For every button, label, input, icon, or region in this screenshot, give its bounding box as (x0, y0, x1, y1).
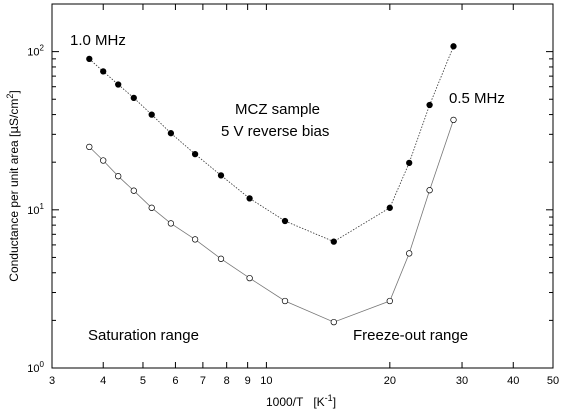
annotation-freeze-out: Freeze-out range (353, 327, 468, 344)
x-axis-label: 1000/T [K-1] (266, 393, 336, 409)
data-point-series-1 (246, 195, 253, 202)
data-point-series-2 (406, 250, 413, 257)
x-axis-label-unit-close: ] (333, 395, 336, 409)
series-lines (89, 46, 454, 323)
annotation-bias: 5 V reverse bias (221, 123, 329, 140)
series-line-1 (89, 46, 454, 243)
data-point-series-1 (217, 172, 225, 179)
x-tick-label: 7 (200, 375, 206, 387)
data-point-series-2 (281, 297, 289, 305)
x-axis-label-quantity: 1000/T (266, 395, 304, 409)
x-tick-label: 20 (384, 375, 396, 387)
data-point-series-2 (130, 187, 137, 194)
data-point-series-2 (386, 297, 393, 305)
x-tick-label: 8 (224, 375, 230, 387)
data-point-series-2 (86, 143, 93, 151)
y-axis-ticks: 100 101 102 (27, 3, 553, 375)
y-axis-label-unit: S/cm (7, 99, 21, 126)
data-point-series-2 (330, 318, 337, 326)
x-tick-label: 6 (172, 375, 178, 387)
data-point-series-1 (330, 238, 337, 245)
y-axis-label-quantity: Conductance per unit area [ (7, 133, 21, 282)
data-point-series-1 (386, 204, 393, 211)
data-point-series-1 (100, 68, 107, 75)
x-axis-ticks: 3 4 5 6 7 8 9 10 20 30 40 50 (49, 4, 559, 387)
y-axis-label-mu: μ (7, 126, 21, 134)
x-tick-label: 9 (245, 375, 251, 387)
x-tick-label: 10 (260, 375, 272, 387)
x-axis-label-unit: [K (313, 395, 324, 409)
y-axis-label-close: ] (7, 90, 21, 93)
plot-frame (51, 3, 554, 369)
y-tick-label: 100 (27, 360, 44, 375)
annotation-sample: MCZ sample (235, 101, 320, 118)
x-tick-label: 5 (140, 375, 146, 387)
data-point-series-1 (281, 217, 289, 225)
x-axis-label-unit-exponent: -1 (325, 393, 333, 403)
annotation-saturation: Saturation range (88, 327, 199, 344)
y-tick-label: 101 (27, 202, 44, 217)
data-point-series-1 (115, 81, 122, 88)
data-point-series-2 (148, 204, 155, 211)
y-tick-label: 102 (27, 44, 44, 59)
data-point-series-2 (115, 173, 122, 180)
data-point-series-2 (191, 236, 199, 243)
series-line-2 (89, 119, 454, 323)
annotation-1mhz: 1.0 MHz (70, 32, 126, 49)
data-point-series-2 (217, 255, 225, 262)
data-point-series-1 (191, 150, 199, 158)
x-tick-label: 40 (507, 375, 519, 387)
x-tick-label: 4 (100, 375, 106, 387)
data-point-series-1 (450, 43, 457, 50)
y-axis-label-exponent: 2 (5, 94, 15, 99)
data-point-series-2 (246, 274, 253, 282)
data-point-series-2 (426, 187, 433, 194)
x-tick-label: 3 (49, 375, 55, 387)
data-point-series-1 (130, 94, 137, 102)
x-tick-label: 30 (456, 375, 468, 387)
data-point-series-1 (426, 101, 433, 109)
data-point-series-2 (100, 157, 107, 164)
data-point-series-1 (148, 111, 155, 118)
y-axis-label: Conductance per unit area [μS/cm2] (5, 90, 21, 281)
series-points (86, 43, 457, 326)
data-point-series-1 (86, 55, 93, 63)
data-point-series-2 (450, 116, 457, 124)
data-point-series-2 (167, 220, 175, 227)
data-point-series-1 (406, 159, 413, 167)
x-tick-label: 50 (547, 375, 559, 387)
data-point-series-1 (167, 130, 175, 137)
annotation-05mhz: 0.5 MHz (449, 90, 505, 107)
